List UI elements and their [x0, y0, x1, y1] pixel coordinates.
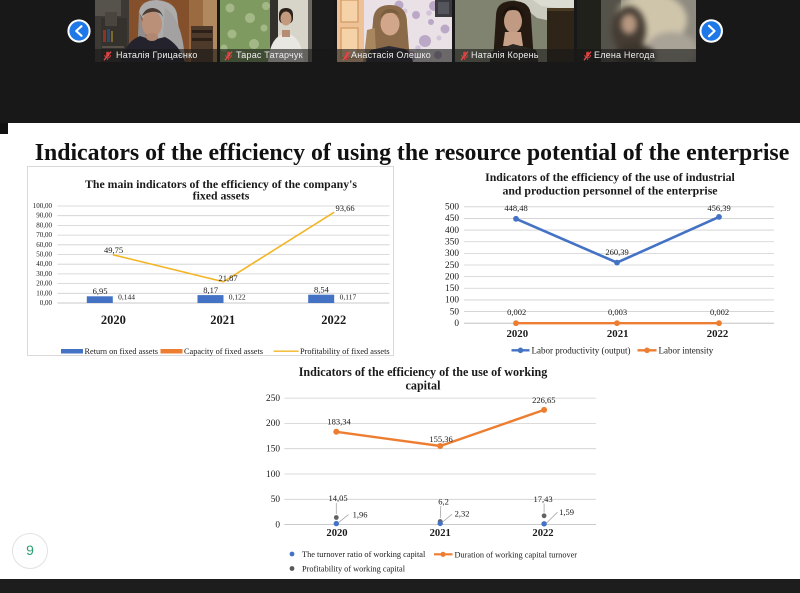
svg-text:2021: 2021 [607, 328, 629, 340]
svg-text:1,59: 1,59 [559, 507, 574, 517]
svg-text:The main indicators of the eff: The main indicators of the efficiency of… [85, 177, 357, 191]
svg-text:Return on fixed assets: Return on fixed assets [85, 347, 159, 356]
svg-text:456,39: 456,39 [707, 203, 730, 213]
svg-text:The turnover ratio of working: The turnover ratio of working capital [302, 550, 426, 559]
svg-text:Labor intensity: Labor intensity [659, 346, 714, 356]
svg-text:0,002: 0,002 [507, 307, 526, 317]
svg-text:20,00: 20,00 [36, 280, 52, 288]
svg-text:Duration of working capital tu: Duration of working capital turnover [455, 550, 578, 559]
svg-text:2020: 2020 [326, 528, 347, 539]
svg-text:150: 150 [445, 284, 459, 294]
svg-text:0,117: 0,117 [340, 293, 357, 302]
svg-text:250: 250 [445, 261, 459, 271]
svg-text:100,00: 100,00 [33, 202, 53, 210]
svg-text:0,144: 0,144 [118, 293, 135, 302]
svg-text:200: 200 [445, 272, 459, 282]
svg-text:80,00: 80,00 [36, 221, 52, 229]
svg-text:150: 150 [266, 445, 280, 455]
svg-text:0: 0 [454, 319, 459, 329]
svg-text:155,36: 155,36 [429, 434, 452, 444]
svg-text:93,66: 93,66 [335, 203, 354, 213]
svg-text:Capacity of fixed assets: Capacity of fixed assets [184, 347, 263, 356]
svg-text:60,00: 60,00 [36, 241, 52, 249]
svg-text:49,75: 49,75 [104, 245, 123, 255]
svg-text:8,17: 8,17 [203, 285, 218, 295]
svg-text:40,00: 40,00 [36, 260, 52, 268]
svg-text:2021: 2021 [210, 313, 235, 327]
svg-text:200: 200 [266, 419, 280, 429]
svg-text:capital: capital [406, 378, 442, 392]
svg-text:0,122: 0,122 [229, 293, 246, 302]
svg-text:14,05: 14,05 [328, 493, 347, 503]
svg-text:100: 100 [445, 296, 459, 306]
svg-text:450: 450 [445, 214, 459, 224]
svg-text:0,003: 0,003 [608, 307, 627, 317]
svg-text:1,96: 1,96 [353, 510, 368, 520]
svg-text:30,00: 30,00 [36, 270, 52, 278]
svg-text:90,00: 90,00 [36, 212, 52, 220]
svg-text:Labor productivity (output): Labor productivity (output) [532, 346, 631, 356]
svg-text:250: 250 [266, 394, 280, 404]
svg-text:2020: 2020 [101, 313, 126, 327]
svg-text:6,2: 6,2 [438, 497, 449, 507]
svg-text:Indicators of the efficiency o: Indicators of the efficiency of the use … [299, 365, 548, 379]
svg-text:0,002: 0,002 [710, 307, 729, 317]
svg-text:2022: 2022 [321, 313, 346, 327]
svg-text:17,43: 17,43 [533, 494, 552, 504]
svg-text:0,00: 0,00 [40, 299, 53, 307]
svg-text:183,34: 183,34 [327, 417, 351, 427]
svg-text:Profitability of working capit: Profitability of working capital [302, 565, 406, 574]
svg-text:500: 500 [445, 203, 459, 213]
svg-text:Indicators of the efficiency o: Indicators of the efficiency of the use … [485, 170, 735, 184]
svg-text:10,00: 10,00 [36, 289, 52, 297]
svg-text:50,00: 50,00 [36, 251, 52, 259]
svg-text:100: 100 [266, 470, 280, 480]
svg-text:and production personnel of th: and production personnel of the enterpri… [502, 183, 717, 197]
svg-text:2020: 2020 [507, 328, 529, 340]
svg-text:fixed assets: fixed assets [193, 189, 250, 203]
svg-text:2022: 2022 [532, 528, 553, 539]
svg-text:70,00: 70,00 [36, 231, 52, 239]
svg-text:350: 350 [445, 238, 459, 248]
svg-text:300: 300 [445, 249, 459, 259]
svg-text:448,48: 448,48 [504, 203, 527, 213]
svg-text:50: 50 [271, 495, 281, 505]
svg-text:Profitability of fixed assets: Profitability of fixed assets [300, 347, 390, 356]
svg-text:6,95: 6,95 [93, 286, 108, 296]
svg-text:2021: 2021 [430, 528, 451, 539]
svg-text:260,39: 260,39 [605, 247, 628, 257]
svg-text:8,54: 8,54 [314, 284, 330, 294]
svg-text:50: 50 [450, 307, 460, 317]
svg-text:21,87: 21,87 [218, 273, 237, 283]
svg-text:226,65: 226,65 [532, 395, 555, 405]
svg-text:400: 400 [445, 226, 459, 236]
svg-text:2,32: 2,32 [455, 509, 470, 519]
svg-text:2022: 2022 [707, 328, 729, 340]
svg-text:0: 0 [275, 520, 280, 530]
